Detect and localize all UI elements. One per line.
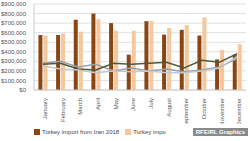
svg-text:September: September — [183, 98, 189, 124]
svg-text:January: January — [42, 98, 48, 119]
svg-text:August: August — [166, 98, 172, 117]
html-text:Turkey import from Iran 2018: Turkey import from Iran 2018 — [42, 129, 120, 135]
svg-text:February: February — [60, 98, 66, 122]
svg-text:December: December — [236, 98, 242, 124]
svg-text:July: July — [148, 98, 154, 109]
svg-text:$500,000: $500,000 — [8, 39, 27, 45]
svg-text:$900,000: $900,000 — [8, 1, 27, 7]
svg-text:November: November — [219, 98, 225, 124]
svg-text:$100,000: $100,000 — [8, 78, 27, 84]
svg-text:$800,000: $800,000 — [8, 11, 27, 17]
svg-text:$700,000: $700,000 — [8, 20, 27, 26]
svg-text:October: October — [201, 98, 207, 119]
svg-text:June: June — [130, 97, 136, 111]
svg-text:March: March — [77, 98, 83, 115]
svg-text:$600,000: $600,000 — [8, 30, 27, 36]
svg-text:$0: $0 — [19, 87, 26, 93]
svg-text:$200,000: $200,000 — [8, 68, 27, 74]
html-text:RFE/RL Graphics: RFE/RL Graphics — [195, 129, 245, 135]
svg-text:May: May — [113, 98, 119, 109]
svg-text:April: April — [95, 98, 101, 110]
svg-text:$400,000: $400,000 — [8, 49, 27, 55]
svg-text:$300,000: $300,000 — [8, 58, 27, 64]
html-text:Turkey impo: Turkey impo — [133, 129, 166, 135]
